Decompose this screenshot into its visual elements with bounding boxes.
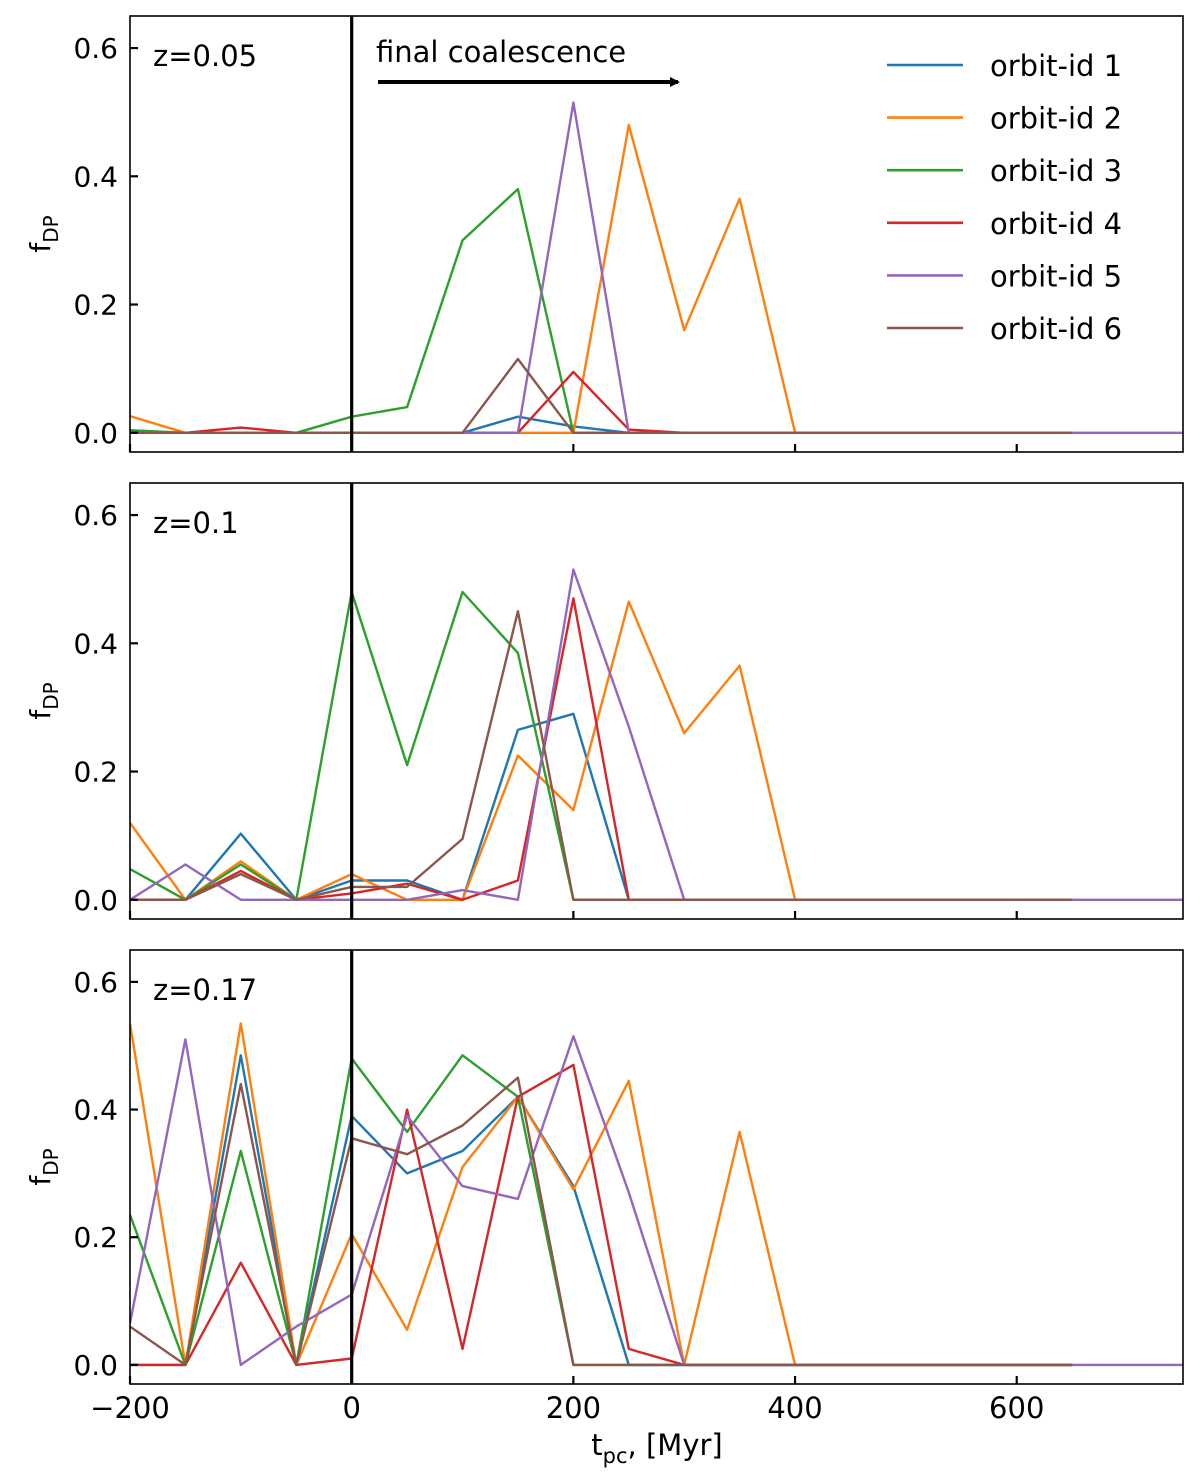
y-tick-label: 0.0 [73,417,118,450]
annotation-text: final coalescence [376,35,626,69]
plot-frame [129,15,1184,453]
ylabel-sub: DP [39,682,63,709]
svg-text:fDP: fDP [24,1148,63,1185]
svg-text:fDP: fDP [24,215,63,252]
ylabel-sub: DP [39,1148,63,1175]
panel-z017: 0.0 0.2 0.4 0.6 −200 0 200 400 600 z=0.17 [73,949,1184,1425]
legend-label-orbit-3: orbit-id 3 [990,154,1122,188]
y-tick-label: 0.2 [73,756,118,789]
series-group [130,568,1183,901]
series-line-orbit-6 [130,610,1073,901]
y-tick-label: 0.4 [73,1094,118,1127]
ylabel-main: f [24,1175,57,1186]
legend: orbit-id 1 orbit-id 2 orbit-id 3 orbit-id 4… [887,49,1122,346]
legend-label-orbit-5: orbit-id 5 [990,259,1122,293]
series-line-orbit-6 [130,1076,1073,1367]
series-line-orbit-2 [130,1022,1073,1367]
series-line-orbit-3 [130,187,1073,434]
x-tick-label: 0 [342,1391,360,1425]
panel-title: z=0.17 [153,973,257,1007]
xlabel-sub: pc [603,1444,628,1468]
y-tick-label: 0.0 [73,884,118,917]
panel-z005: 0.0 0.2 0.4 0.6 z=0.05 [73,15,1184,453]
ylabel-main: f [24,709,57,720]
x-tick-label: −200 [90,1391,170,1425]
panel-title: z=0.05 [153,39,257,73]
y-tick-label: 0.0 [73,1349,118,1382]
series-group [130,1022,1183,1367]
series-group [130,101,1183,434]
y-tick-label: 0.6 [73,32,118,65]
panel-title: z=0.1 [153,506,239,540]
y-tick-label: 0.2 [73,1221,118,1254]
ylabel-main: f [24,242,57,253]
series-line-orbit-1 [130,712,1073,901]
svg-text:fDP: fDP [24,682,63,719]
series-line-orbit-6 [130,357,1073,434]
legend-label-orbit-6: orbit-id 6 [990,312,1122,346]
panel-z01: 0.0 0.2 0.4 0.6 z=0.1 [73,482,1184,920]
y-axis-label-panel2: fDP [24,682,63,719]
y-tick-label: 0.4 [73,160,118,193]
series-line-orbit-4 [130,597,1073,901]
x-axis-label: tpc, [Myr] [591,1428,722,1468]
legend-label-orbit-2: orbit-id 2 [990,102,1122,136]
y-tick-label: 0.2 [73,289,118,322]
series-line-orbit-4 [130,370,1073,434]
y-tick-label: 0.6 [73,966,118,999]
plot-frame [129,949,1184,1385]
y-tick-label: 0.6 [73,499,118,532]
plot-frame [129,482,1184,920]
xlabel-main: t [591,1428,602,1462]
y-axis-label-panel3: fDP [24,1148,63,1185]
xlabel-rest: , [Myr] [628,1428,723,1462]
x-tick-label: 600 [989,1391,1044,1425]
ylabel-sub: DP [39,215,63,242]
y-axis-label-panel1: fDP [24,215,63,252]
y-tick-label: 0.4 [73,627,118,660]
x-tick-label: 200 [546,1391,601,1425]
x-tick-label: 400 [767,1391,822,1425]
legend-label-orbit-4: orbit-id 4 [990,207,1122,241]
series-line-orbit-5 [130,568,1183,901]
legend-label-orbit-1: orbit-id 1 [990,49,1122,83]
